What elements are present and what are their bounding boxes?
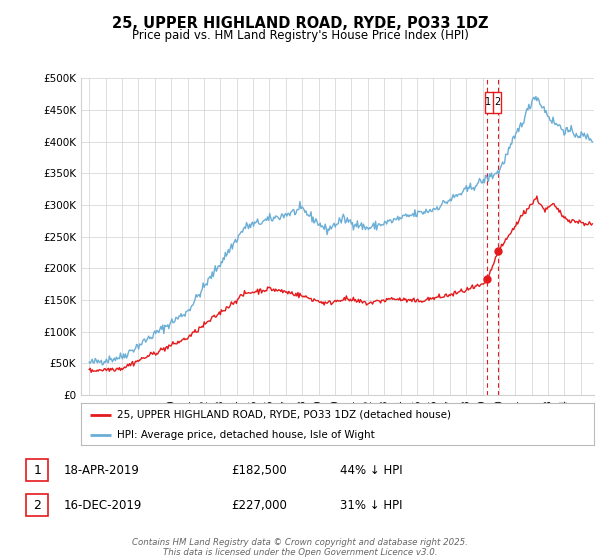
Text: 1: 1 (485, 97, 491, 108)
Text: HPI: Average price, detached house, Isle of Wight: HPI: Average price, detached house, Isle… (117, 430, 374, 440)
Text: Price paid vs. HM Land Registry's House Price Index (HPI): Price paid vs. HM Land Registry's House … (131, 29, 469, 42)
Text: 2: 2 (494, 97, 500, 108)
Text: 31% ↓ HPI: 31% ↓ HPI (340, 499, 403, 512)
Text: 16-DEC-2019: 16-DEC-2019 (64, 499, 142, 512)
Bar (26, 494, 48, 516)
Text: £227,000: £227,000 (231, 499, 287, 512)
Bar (485, 92, 501, 113)
Text: 25, UPPER HIGHLAND ROAD, RYDE, PO33 1DZ: 25, UPPER HIGHLAND ROAD, RYDE, PO33 1DZ (112, 16, 488, 31)
Text: £182,500: £182,500 (231, 464, 287, 477)
Bar (26, 459, 48, 482)
Text: 25, UPPER HIGHLAND ROAD, RYDE, PO33 1DZ (detached house): 25, UPPER HIGHLAND ROAD, RYDE, PO33 1DZ … (117, 410, 451, 420)
Text: 1: 1 (34, 464, 41, 477)
Text: 44% ↓ HPI: 44% ↓ HPI (340, 464, 403, 477)
Text: Contains HM Land Registry data © Crown copyright and database right 2025.
This d: Contains HM Land Registry data © Crown c… (132, 538, 468, 557)
Text: 18-APR-2019: 18-APR-2019 (64, 464, 140, 477)
Text: 2: 2 (34, 499, 41, 512)
